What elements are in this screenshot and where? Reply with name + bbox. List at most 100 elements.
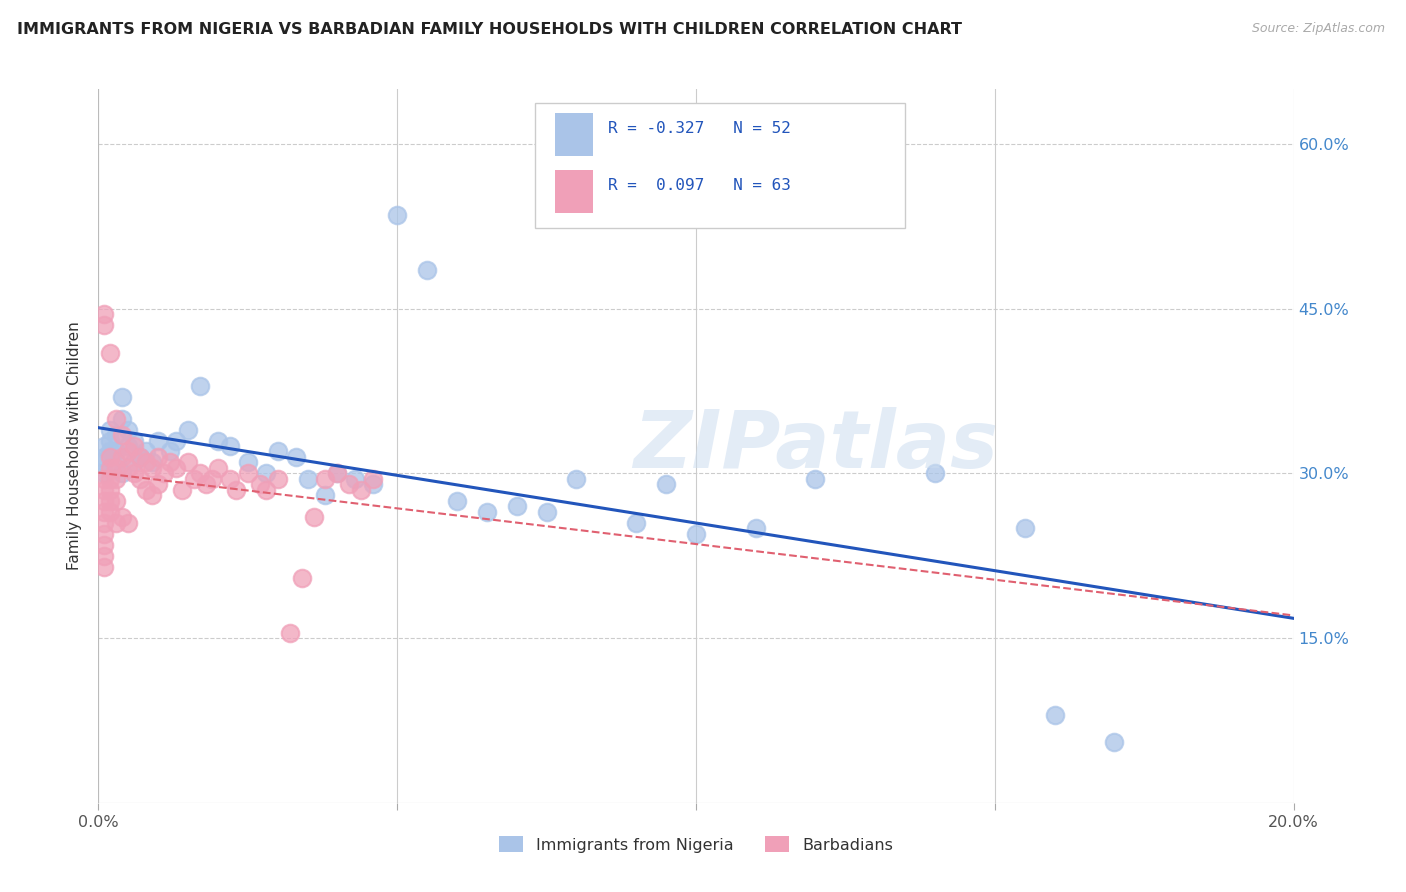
Point [278,625,301,640]
Point [105,494,128,508]
Point [98,461,122,475]
Point [385,209,409,223]
Point [98,450,122,464]
Point [344,472,367,486]
Point [165,434,187,448]
Legend: Immigrants from Nigeria, Barbadians: Immigrants from Nigeria, Barbadians [492,830,900,859]
Point [655,477,678,491]
Point [93,516,115,530]
Point [129,450,152,464]
Point [188,378,211,392]
Point [159,455,181,469]
Point [135,483,157,497]
Point [141,455,163,469]
Point [93,526,115,541]
Point [117,439,139,453]
Point [1043,708,1066,723]
Point [195,477,218,491]
Point [98,423,122,437]
Text: ZIPatlas: ZIPatlas [633,407,998,485]
Point [267,444,290,458]
Point [105,444,128,458]
Point [135,455,157,469]
Point [124,467,146,481]
Point [93,549,115,563]
Point [1104,735,1126,749]
Point [804,472,827,486]
Point [291,571,314,585]
Text: R =  0.097   N = 63: R = 0.097 N = 63 [607,178,790,194]
Point [124,434,146,448]
Point [117,516,139,530]
Point [249,477,271,491]
Point [111,467,134,481]
Point [188,467,211,481]
Point [129,472,152,486]
Point [105,461,128,475]
Point [105,455,128,469]
Point [105,428,128,442]
Point [93,455,115,469]
Point [236,455,259,469]
Point [129,450,152,464]
Point [536,505,558,519]
Point [219,439,242,453]
Point [124,455,146,469]
Point [177,423,200,437]
Point [93,494,115,508]
Point [350,483,373,497]
Point [117,461,139,475]
Point [148,434,170,448]
Point [105,472,128,486]
Point [98,505,122,519]
Point [105,411,128,425]
Point [177,455,200,469]
Point [183,472,205,486]
Point [141,488,163,502]
Text: R = -0.327   N = 52: R = -0.327 N = 52 [607,121,790,136]
Point [93,472,115,486]
Point [302,510,325,524]
Point [339,477,361,491]
Point [254,467,277,481]
Point [98,444,122,458]
Point [297,472,319,486]
Point [93,483,115,497]
Point [1014,521,1036,535]
Point [284,450,307,464]
Text: IMMIGRANTS FROM NIGERIA VS BARBADIAN FAMILY HOUSEHOLDS WITH CHILDREN CORRELATION: IMMIGRANTS FROM NIGERIA VS BARBADIAN FAM… [17,22,962,37]
FancyBboxPatch shape [555,112,593,155]
Point [326,467,349,481]
Point [124,439,146,453]
Point [111,411,134,425]
Point [745,521,768,535]
Point [315,488,337,502]
Point [207,461,229,475]
Point [98,483,122,497]
Point [93,467,115,481]
Point [159,444,181,458]
Point [626,516,648,530]
Point [207,434,229,448]
Y-axis label: Family Households with Children: Family Households with Children [67,322,83,570]
Point [98,345,122,359]
Point [363,472,385,486]
Point [236,467,259,481]
Point [267,472,290,486]
Point [565,472,588,486]
Point [315,472,337,486]
Point [93,439,115,453]
Point [225,483,247,497]
Point [165,461,187,475]
Point [105,516,128,530]
Point [924,467,946,481]
Point [93,538,115,552]
Point [117,423,139,437]
Point [98,472,122,486]
Point [111,450,134,464]
Text: Source: ZipAtlas.com: Source: ZipAtlas.com [1251,22,1385,36]
Point [93,318,115,333]
Point [141,461,163,475]
Point [219,472,242,486]
Point [153,467,176,481]
